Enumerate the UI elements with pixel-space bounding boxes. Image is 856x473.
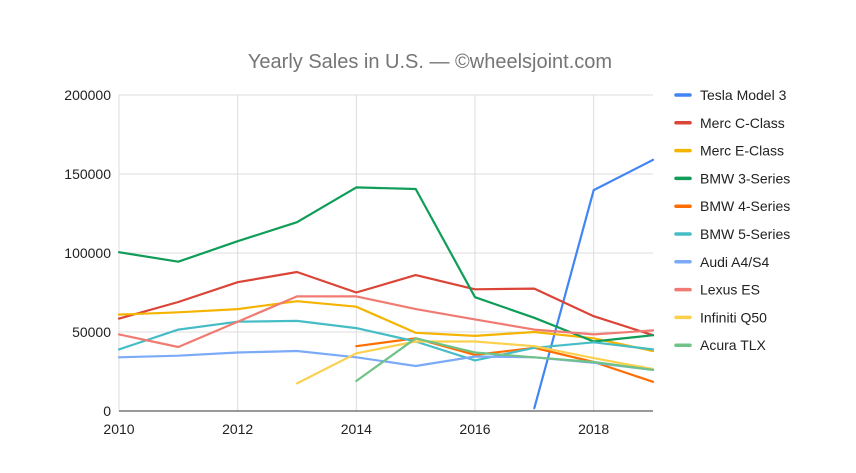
series-line-acura-tlx	[355, 337, 655, 383]
legend-label-bmw-3-series: BMW 3-Series	[700, 170, 790, 186]
chart-title: Yearly Sales in U.S. — ©wheelsjoint.com	[248, 51, 612, 73]
y-tick-label: 200000	[64, 87, 111, 103]
series-line-bmw-5-series	[117, 319, 655, 362]
x-tick-label: 2016	[459, 421, 490, 437]
x-tick-label: 2014	[341, 421, 372, 437]
y-axis-ticks: 0 50000 100000 150000 200000	[64, 87, 111, 419]
y-tick-label: 150000	[64, 166, 111, 182]
x-tick-label: 2012	[222, 421, 253, 437]
y-tick-label: 0	[103, 403, 111, 419]
legend-label-acura-tlx: Acura TLX	[700, 337, 767, 353]
y-tick-label: 50000	[72, 324, 111, 340]
series-line-tesla-model-3	[533, 158, 655, 410]
x-tick-label: 2010	[103, 421, 134, 437]
series-line-merc-c-class	[117, 270, 655, 337]
legend-label-infiniti-q50: Infiniti Q50	[700, 309, 767, 325]
legend-label-tesla-model-3: Tesla Model 3	[700, 87, 787, 103]
legend-label-bmw-5-series: BMW 5-Series	[700, 226, 790, 242]
legend-label-lexus-es: Lexus ES	[700, 282, 760, 298]
legend-label-merc-e-class: Merc E-Class	[700, 143, 784, 159]
gridlines	[118, 94, 653, 411]
legend-label-bmw-4-series: BMW 4-Series	[700, 198, 790, 214]
legend: Tesla Model 3 Merc C-Class Merc E-Class BMW…	[674, 87, 790, 353]
series-line-merc-e-class	[117, 300, 655, 353]
y-tick-label: 100000	[64, 245, 111, 261]
x-axis-ticks: 2010 2012 2014 2016 2018	[103, 421, 609, 437]
series-line-lexus-es	[117, 295, 655, 349]
series-lines	[117, 158, 655, 410]
series-line-bmw-3-series	[117, 186, 655, 343]
x-tick-label: 2018	[578, 421, 609, 437]
legend-label-audi-a4-s4: Audi A4/S4	[700, 254, 769, 270]
legend-label-merc-c-class: Merc C-Class	[700, 115, 785, 131]
series-line-infiniti-q50	[295, 340, 655, 385]
